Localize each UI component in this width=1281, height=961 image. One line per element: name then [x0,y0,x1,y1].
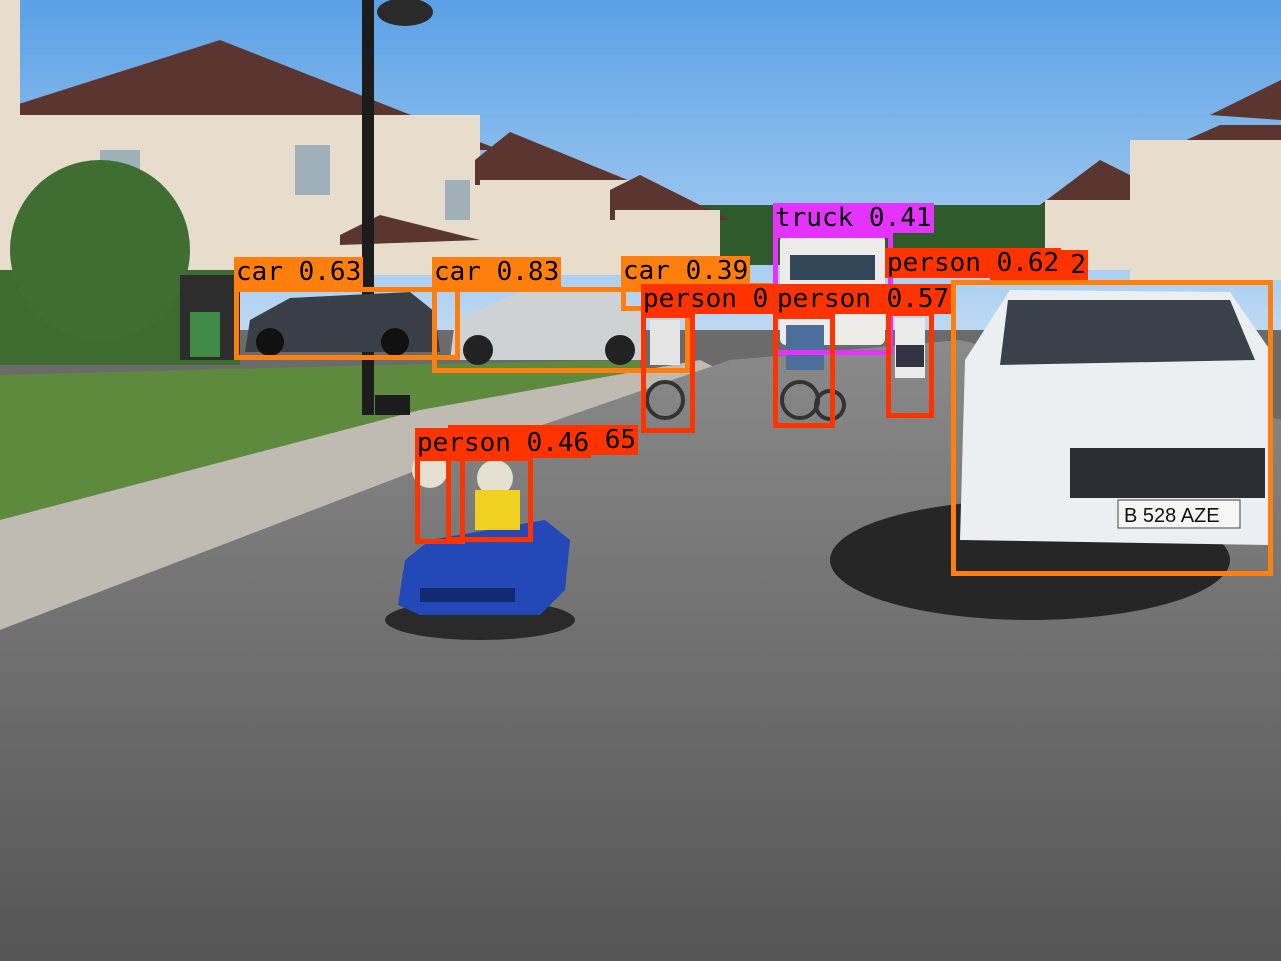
scooter-child [895,318,925,378]
truck-detection-label: truck 0.41 [773,203,934,233]
car-detection-label: car 0.39 [621,256,751,286]
parked-car-dark [245,292,440,356]
person-detection-box [773,314,835,428]
white-car: B 528 AZE [960,290,1270,545]
car-detection-label: car 0.83 [432,257,562,287]
person-detection-box [641,313,695,433]
cyclist-2 [780,325,846,421]
car-detection-label: car 0.63 [234,257,364,287]
house-right [1040,80,1281,280]
tree-left [10,160,190,340]
person-detection-label: person 0.57 [775,284,952,314]
person-detection-box [886,311,934,418]
person-detection-box [446,456,533,542]
car-detection-box [432,287,690,373]
person-detection-box [415,456,465,544]
person-detection-label: person 0 [641,284,781,314]
license-plate-text: B 528 AZE [1124,505,1220,527]
car-detection-box [234,287,460,360]
car-detection-box [951,280,1273,576]
lamp-head [377,0,433,26]
person-detection-label: person 0.62 [885,248,1062,278]
bin [190,312,220,357]
person-detection-label: person 0.46 [415,428,592,458]
parked-car-silver [450,290,645,365]
road [0,340,1281,961]
cyclist-1 [645,320,685,420]
